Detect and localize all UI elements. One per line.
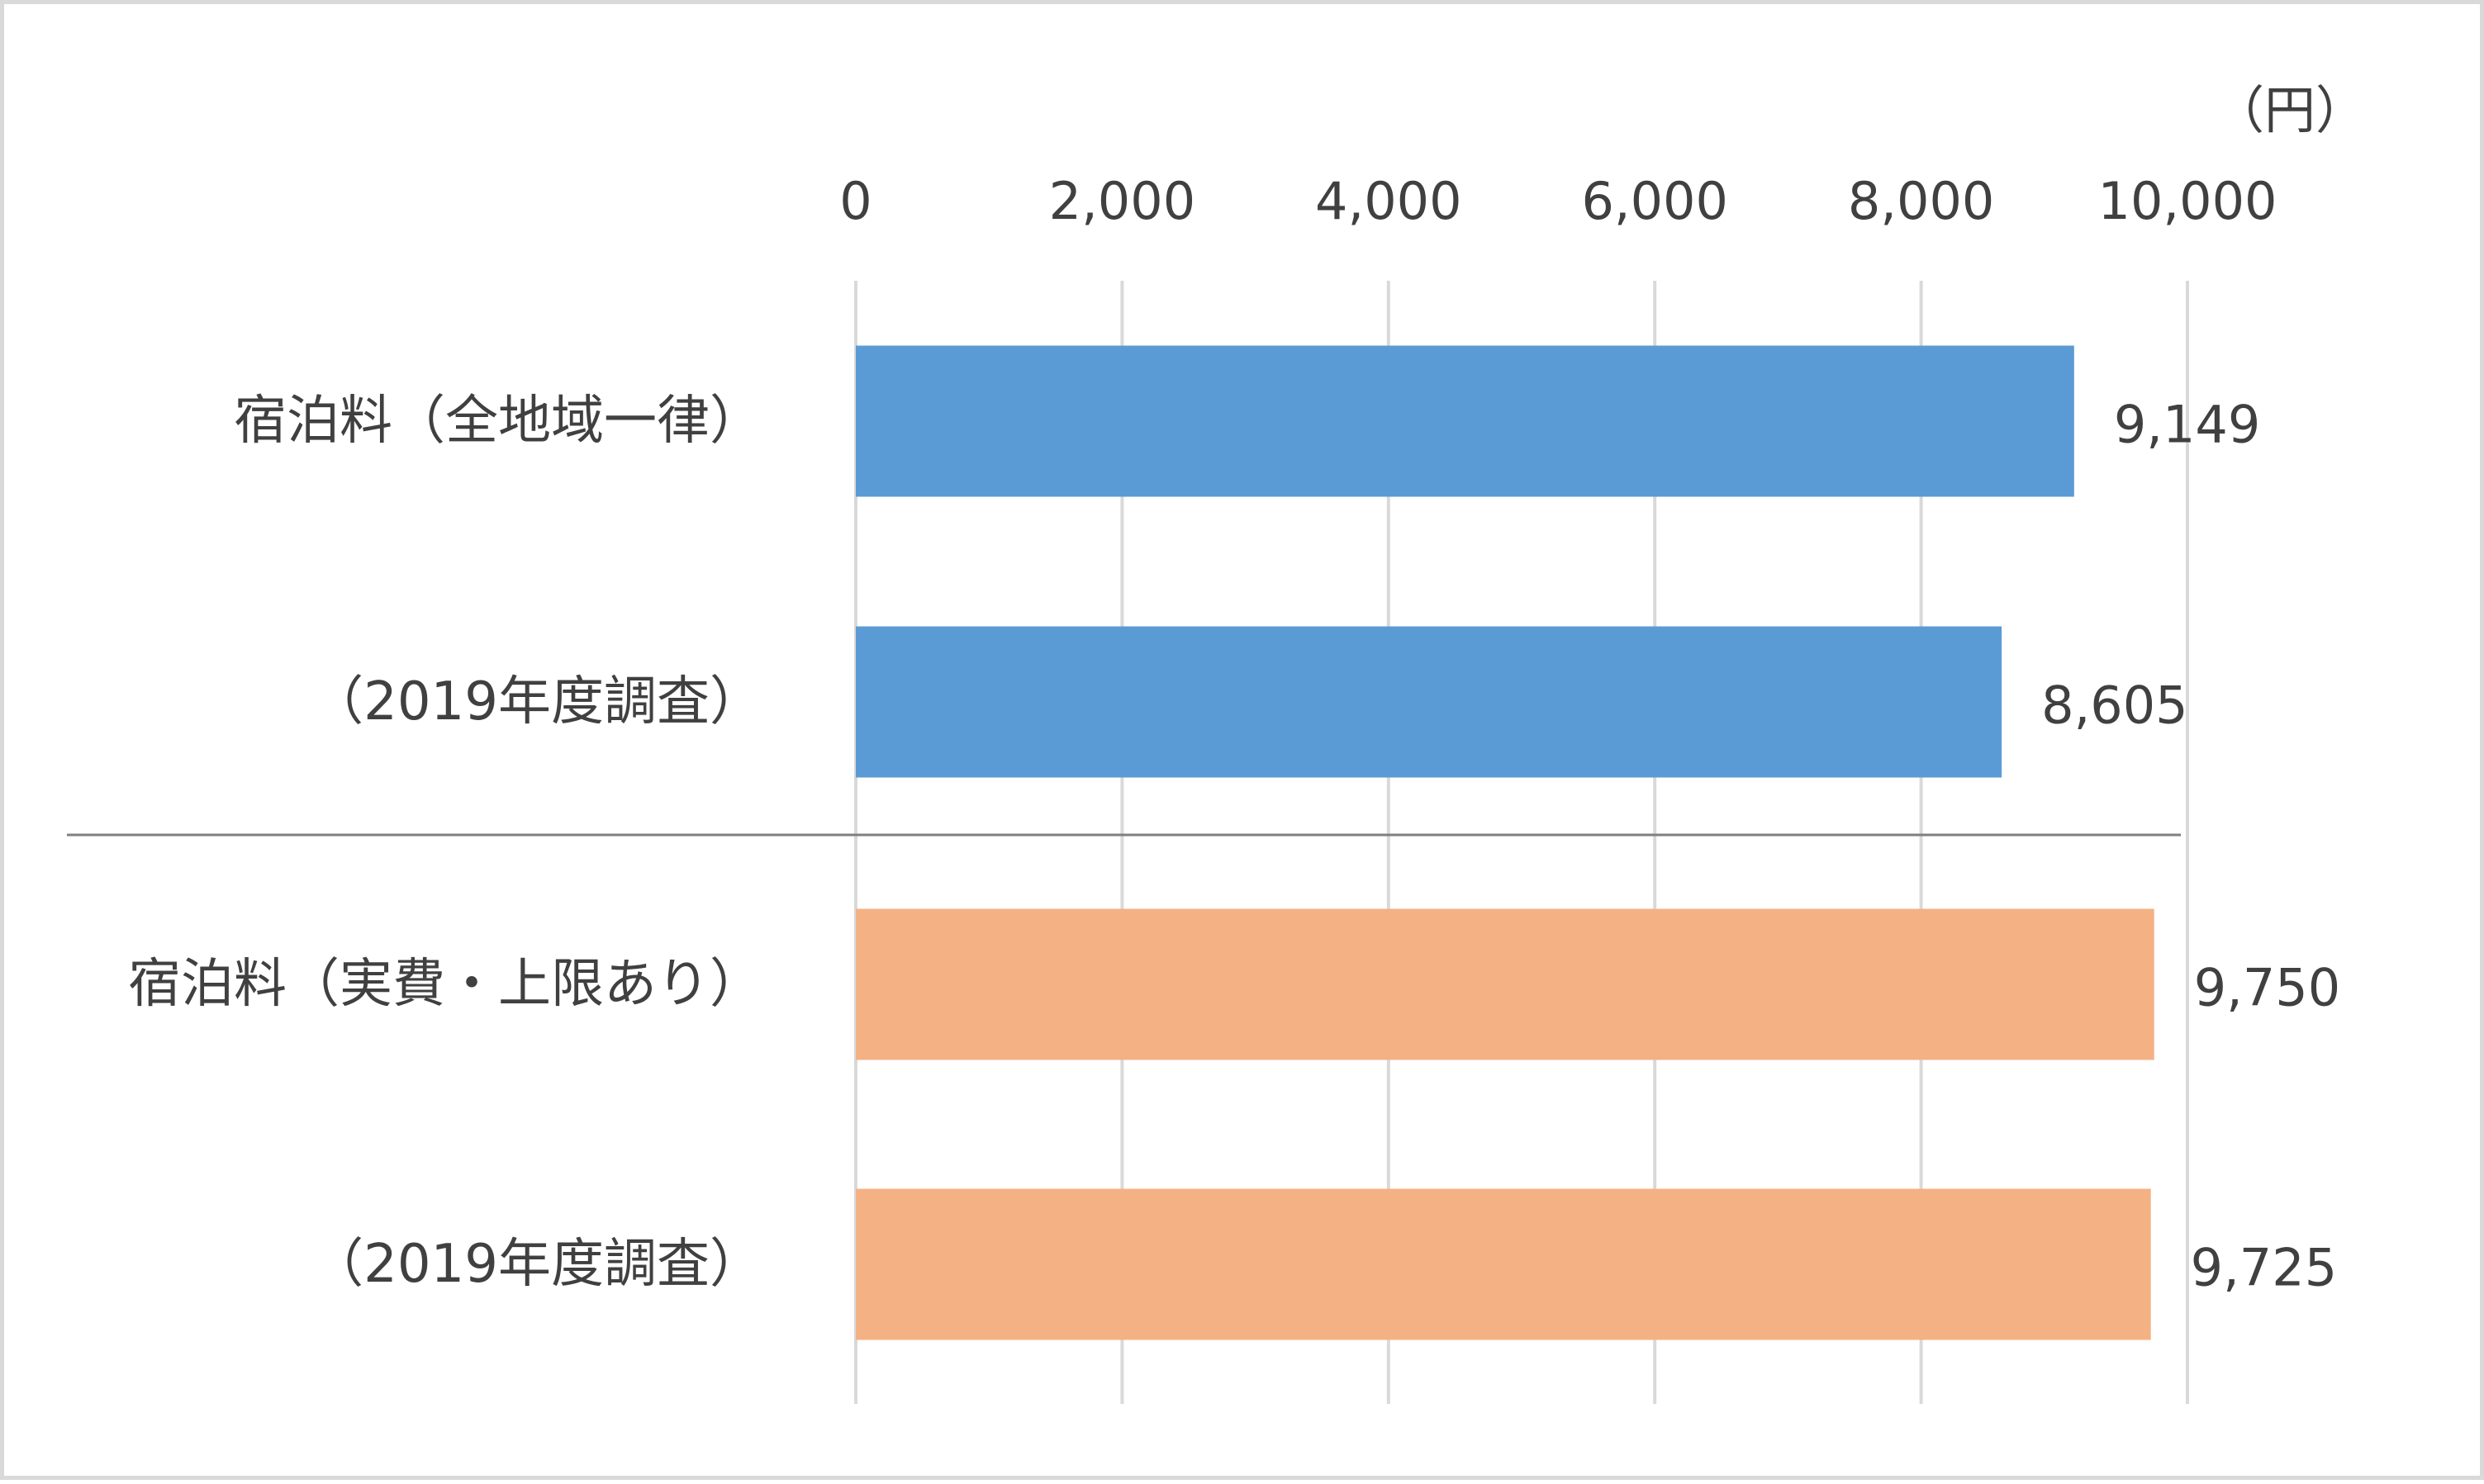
x-tick-label-10000: 10,000: [2098, 171, 2277, 231]
data-label-3: 9,725: [2191, 1238, 2338, 1298]
x-tick-label-6000: 6,000: [1581, 171, 1728, 231]
data-label-2: 9,750: [2194, 958, 2341, 1018]
data-label-0: 9,149: [2114, 395, 2261, 455]
category-label-2: 宿泊料（実費・上限あり）: [128, 954, 762, 1015]
x-tick-label-0: 0: [839, 171, 872, 231]
bar-2: [856, 908, 2154, 1060]
bar-0: [856, 345, 2074, 497]
bar-3: [856, 1188, 2151, 1340]
bar-chart: 0 2,000 4,000 6,000 8,000 10,000 （円） 宿泊料（全地域一律）…: [67, 80, 2367, 1404]
unit-label: （円）: [2213, 80, 2367, 140]
category-label-0: 宿泊料（全地域一律）: [234, 391, 762, 452]
category-label-1: （2019年度調査）: [311, 671, 762, 733]
x-tick-label-2000: 2,000: [1049, 171, 1196, 231]
category-label-3: （2019年度調査）: [311, 1234, 762, 1295]
x-tick-label-8000: 8,000: [1848, 171, 1995, 231]
bar-1: [856, 626, 2002, 778]
x-tick-label-4000: 4,000: [1315, 171, 1462, 231]
data-label-1: 8,605: [2041, 676, 2188, 736]
